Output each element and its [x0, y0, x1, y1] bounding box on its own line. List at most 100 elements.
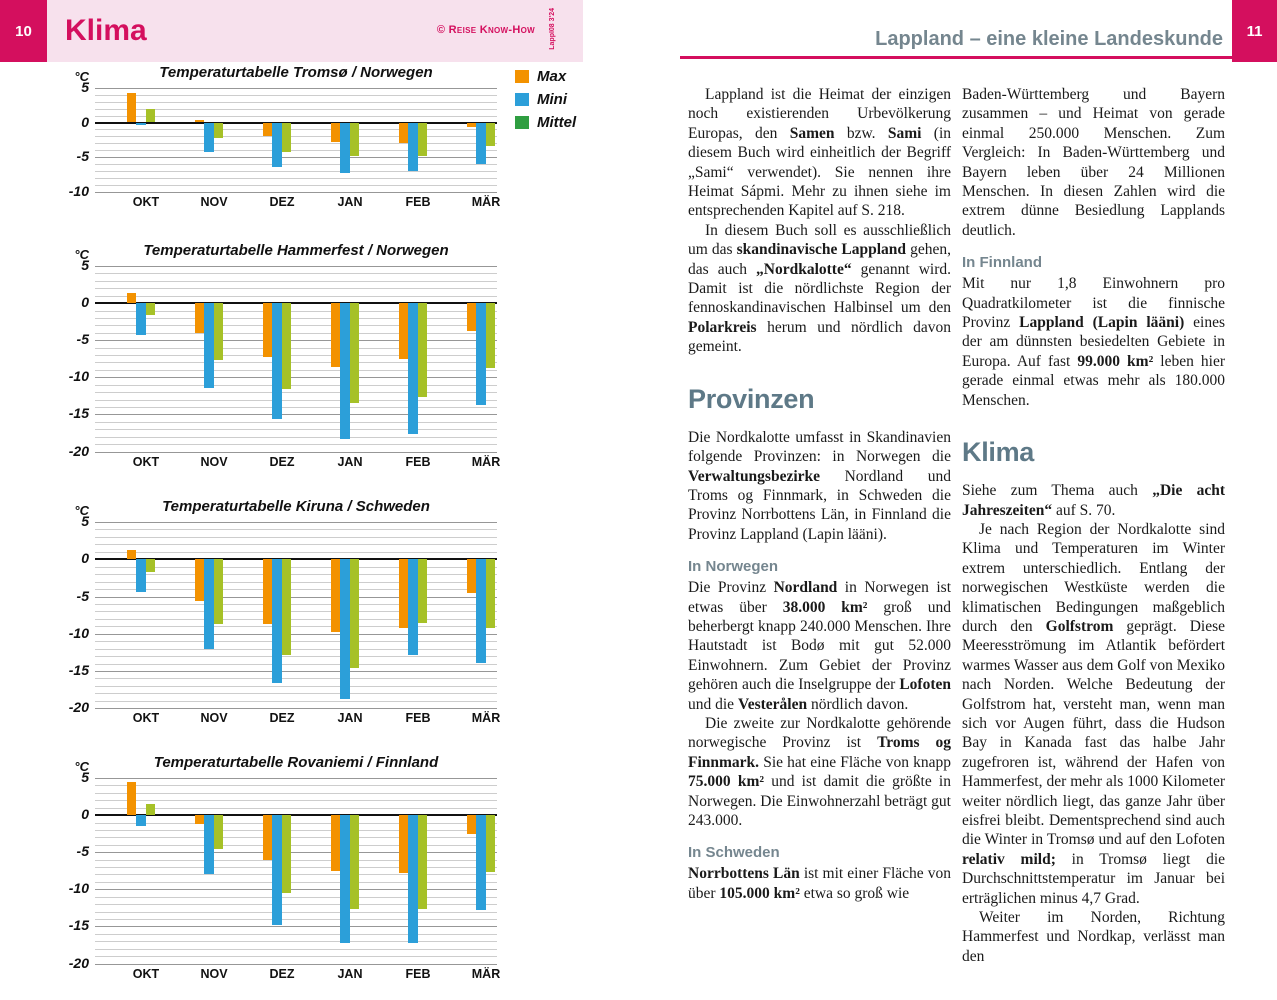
bar-mini — [476, 303, 486, 406]
gridline — [95, 678, 497, 680]
gridline — [95, 429, 497, 431]
bar-mini — [136, 122, 146, 125]
gridline — [95, 566, 497, 568]
body-text: In diesem Buch soll es ausschließlich um… — [688, 221, 951, 259]
legend-swatch-mini — [515, 93, 529, 106]
gridline — [95, 544, 497, 546]
bar-max — [126, 782, 137, 816]
gridline — [95, 94, 497, 96]
bar-max — [126, 550, 137, 560]
edition-note: Lappl08 3'24 — [549, 8, 556, 50]
section-heading: Provinzen — [688, 383, 815, 414]
chart-title: Temperaturtabelle Hammerfest / Norwegen — [143, 242, 449, 259]
bar-mini — [340, 559, 350, 700]
gridline — [95, 332, 497, 334]
body-text: genannt wird. Damit ist die nördlichste … — [688, 260, 952, 317]
paragraph: Norrbottens Län ist mit einer Fläche von… — [688, 864, 951, 903]
bar-mittel — [349, 815, 360, 910]
bold-text: Lofoten — [899, 676, 951, 694]
bar-mini — [476, 122, 486, 164]
y-axis-tick: -5 — [76, 843, 89, 860]
y-axis-tick: -5 — [76, 587, 89, 604]
right-page-number: 11 — [1232, 0, 1277, 62]
gridline — [95, 355, 497, 357]
bar-mini — [340, 303, 350, 439]
bar-mittel — [349, 559, 360, 669]
left-header-band: Klima © Reise Know-How Lappl08 3'24 — [47, 0, 583, 62]
bar-max — [466, 122, 477, 128]
gridline — [95, 859, 497, 861]
left-page-number: 10 — [0, 0, 47, 62]
bold-text: 38.000 km² — [782, 598, 868, 616]
chart-title: Temperaturtabelle Kiruna / Schweden — [162, 498, 430, 515]
body-text: Weiter im Norden, Richtung Hammerfest un… — [962, 909, 1225, 965]
bar-max — [330, 559, 341, 633]
y-axis-tick: -20 — [68, 699, 89, 716]
body-text: Nordland und Troms og Finnmark, in Schwe… — [688, 467, 951, 543]
sub-heading: In Norwegen — [688, 558, 779, 576]
month-label: NOV — [200, 194, 228, 209]
bar-max — [398, 303, 409, 360]
gridline — [95, 708, 497, 710]
left-section-title: Klima — [65, 14, 147, 47]
gridline — [95, 436, 497, 438]
bar-mini — [136, 303, 146, 335]
body-text: Die zweite zur Nordkalotte gehörende nor… — [688, 714, 951, 752]
gridline — [95, 150, 497, 152]
month-label: MÄR — [471, 966, 501, 981]
gridline — [95, 551, 497, 553]
month-label: DEZ — [269, 454, 295, 469]
chart-plot-area: 5 0 -5 -10 -15 -20 °C — [69, 759, 497, 971]
bold-text: Golfstrom — [1045, 617, 1114, 635]
body-text: in Norwegen ist etwas über — [688, 579, 951, 616]
bold-text: „Nordkalotte“ — [756, 260, 852, 278]
gridline — [95, 108, 497, 110]
y-axis-tick: -20 — [68, 442, 89, 459]
gridline — [95, 273, 497, 275]
gridline — [95, 874, 497, 876]
gridline — [95, 421, 497, 423]
month-label: MÄR — [471, 194, 501, 209]
body-text: eines der am dünnsten besiedelten Gebiet… — [962, 314, 1225, 370]
gridline — [95, 633, 497, 635]
bar-max — [466, 559, 477, 593]
gridline — [95, 451, 497, 453]
bar-max — [466, 303, 477, 331]
body-text: in Tromsø liegt die Durchschnittstempera… — [962, 850, 1226, 907]
bar-mittel — [281, 559, 292, 655]
bar-mini — [204, 122, 214, 153]
chart-title: Temperaturtabelle Rovaniemi / Finnland — [153, 754, 439, 771]
body-text: Baden-Württemberg und Bayern zusammen – … — [962, 86, 1225, 239]
sub-heading: In Finnland — [962, 254, 1042, 272]
gridline — [95, 581, 497, 583]
body-text: groß und beherbergt knapp 240.000 Mensch… — [688, 598, 951, 694]
bar-mittel — [349, 122, 360, 157]
legend-label: Mittel — [537, 114, 577, 131]
bar-mini — [272, 815, 282, 925]
bar-mittel — [145, 803, 156, 816]
month-label: FEB — [405, 966, 431, 981]
body-text: gehen, das auch — [688, 241, 951, 278]
body-text: (in diesem Buch wird einheitlich der Beg… — [688, 124, 951, 220]
gridline — [95, 648, 497, 650]
x-axis-labels: OKT NOV DEZ JAN FEB MÄR — [95, 452, 500, 470]
gridline — [95, 266, 497, 267]
gridline — [95, 911, 497, 913]
gridline — [95, 280, 497, 282]
text-column-left: Lappland ist die Heimat der einzigen noc… — [688, 85, 951, 903]
gridline — [95, 941, 497, 943]
month-label: JAN — [337, 711, 363, 726]
gridline — [95, 596, 497, 598]
body-text: geprägt. Diese Meeresströmung im Atlanti… — [962, 617, 1225, 849]
bar-mittel — [485, 122, 496, 146]
gridline — [95, 136, 497, 138]
bar-max — [194, 120, 205, 123]
y-axis-tick: -15 — [68, 662, 89, 678]
month-label: OKT — [132, 454, 160, 469]
bold-text: Nordland — [773, 579, 838, 597]
gridline — [95, 896, 497, 898]
paragraph: Lappland ist die Heimat der einzigen noc… — [688, 85, 951, 221]
gridline — [95, 377, 497, 379]
y-axis-tick: 0 — [81, 294, 89, 311]
legend-item: Max — [515, 68, 576, 85]
